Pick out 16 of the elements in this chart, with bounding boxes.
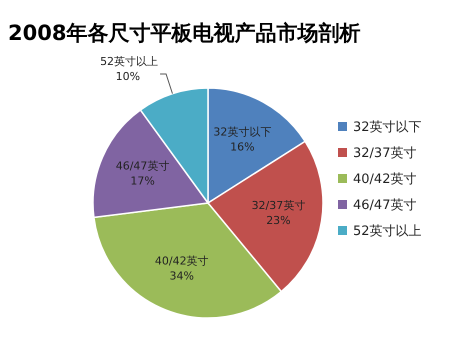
chart-title: 2008年各尺寸平板电视产品市场剖析	[8, 21, 360, 45]
slice-label: 32英寸以下	[213, 126, 272, 139]
data-label: 10%	[116, 70, 140, 83]
slice-label: 46/47英寸	[116, 160, 170, 173]
slice-label: 32/37英寸	[252, 199, 306, 212]
data-label: 17%	[130, 174, 155, 188]
legend-label: 32/37英寸	[353, 146, 416, 161]
data-label: 34%	[170, 269, 194, 282]
data-label: 16%	[230, 140, 255, 154]
slice-label: 52英寸以上	[100, 54, 158, 68]
legend-label: 40/42英寸	[353, 172, 416, 187]
slice-label: 40/42英寸	[154, 254, 209, 268]
legend-label: 32英寸以下	[353, 120, 422, 135]
legend-label: 52英寸以上	[353, 224, 422, 239]
legend-label: 46/47英寸	[353, 198, 416, 213]
data-label: 23%	[266, 214, 291, 228]
